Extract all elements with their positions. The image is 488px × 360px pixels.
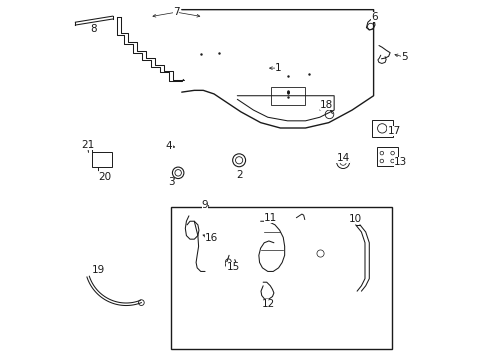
Text: 7: 7	[173, 7, 179, 17]
Text: 1: 1	[275, 63, 281, 73]
Text: 21: 21	[81, 140, 94, 150]
Bar	[92, 152, 112, 167]
Text: 20: 20	[98, 172, 111, 182]
Text: 17: 17	[386, 126, 400, 135]
Text: 12: 12	[261, 299, 274, 309]
Text: 6: 6	[370, 12, 377, 22]
Text: 14: 14	[336, 153, 349, 163]
Text: 8: 8	[90, 24, 97, 34]
Text: 3: 3	[167, 177, 174, 187]
Bar	[376, 147, 397, 166]
Bar	[171, 207, 391, 348]
Text: 9: 9	[202, 200, 208, 210]
Text: 5: 5	[400, 52, 407, 62]
Text: 2: 2	[236, 170, 243, 180]
Bar	[371, 120, 392, 137]
Text: 4: 4	[165, 141, 172, 151]
Bar	[271, 87, 305, 105]
Text: 10: 10	[348, 214, 362, 224]
Text: 15: 15	[226, 262, 239, 272]
Text: 11: 11	[263, 213, 276, 222]
Text: 13: 13	[393, 157, 407, 167]
Text: 19: 19	[91, 265, 104, 275]
Text: 16: 16	[204, 233, 218, 243]
Text: 18: 18	[319, 100, 332, 110]
